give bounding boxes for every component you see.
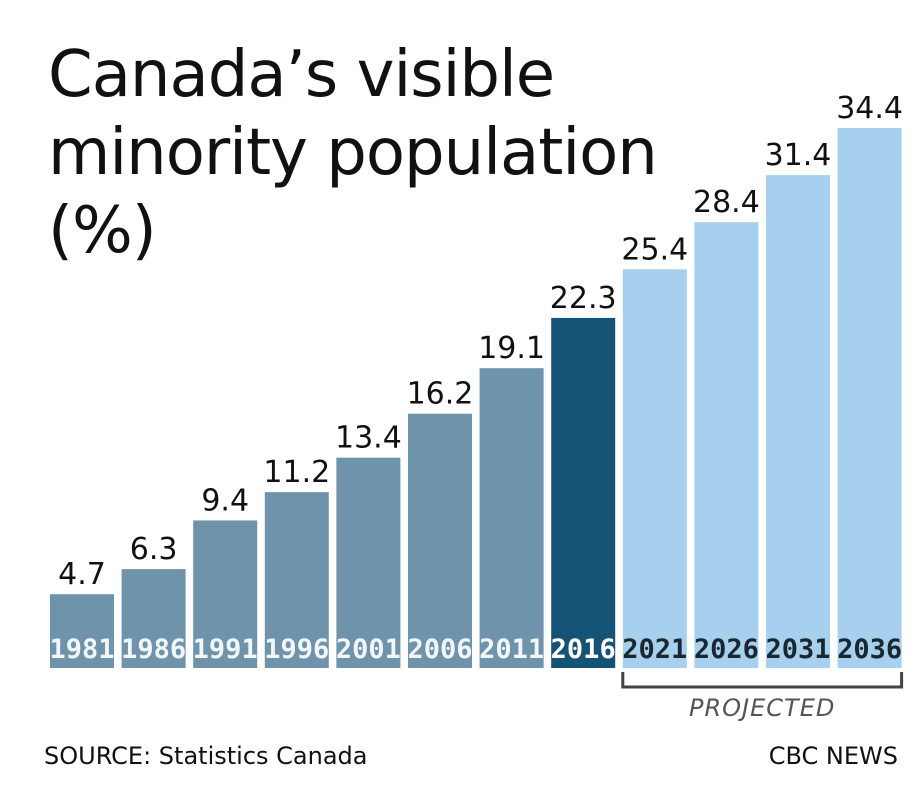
- value-label-2011: 19.1: [478, 331, 545, 366]
- value-label-2006: 16.2: [407, 377, 474, 412]
- value-label-2021: 25.4: [621, 232, 688, 267]
- category-label-2021: 2021: [622, 634, 687, 665]
- value-label-2036: 34.4: [836, 91, 903, 126]
- value-label-2001: 13.4: [335, 421, 402, 456]
- category-label-2011: 2011: [479, 634, 544, 665]
- projected-label: PROJECTED: [689, 694, 835, 722]
- bar-1996: [264, 492, 329, 668]
- bar-1981: [50, 594, 114, 668]
- value-label-1991: 9.4: [201, 483, 249, 518]
- category-label-1981: 1981: [49, 634, 114, 665]
- category-label-2026: 2026: [694, 634, 759, 665]
- bar-2036: [837, 128, 902, 668]
- value-label-1986: 6.3: [130, 532, 178, 567]
- bar-2031: [766, 175, 830, 668]
- category-label-2036: 2036: [837, 634, 902, 665]
- category-label-2031: 2031: [765, 634, 830, 665]
- category-label-2006: 2006: [407, 634, 472, 665]
- bar-1986: [121, 569, 186, 668]
- category-label-1986: 1986: [121, 634, 186, 665]
- value-label-2031: 31.4: [765, 138, 832, 173]
- value-label-2016: 22.3: [550, 281, 617, 316]
- bars-group: 4.7 1981 6.3 1986 9.4 1991 11.2 1996 13.4 2001 16.…: [49, 91, 903, 669]
- bar-2011: [479, 368, 544, 668]
- value-label-1996: 11.2: [263, 455, 330, 490]
- bar-1991: [193, 520, 258, 668]
- bar-2016: [551, 317, 616, 668]
- news-credit: CBC NEWS: [768, 742, 898, 770]
- projected-bracket: [621, 672, 904, 689]
- bar-2006: [408, 413, 472, 668]
- chart-title: Canada’s visible minority population (%): [48, 38, 658, 268]
- projected-bracket-line: [621, 672, 904, 689]
- bar-2001: [336, 457, 401, 668]
- source-note: SOURCE: Statistics Canada: [44, 742, 368, 770]
- value-label-1981: 4.7: [58, 557, 106, 592]
- bar-2026: [694, 222, 759, 669]
- category-label-2001: 2001: [336, 634, 401, 665]
- category-label-2016: 2016: [551, 634, 616, 665]
- category-label-1996: 1996: [264, 634, 329, 665]
- value-label-2026: 28.4: [693, 185, 760, 220]
- bar-2021: [622, 269, 687, 668]
- category-label-1991: 1991: [193, 634, 258, 665]
